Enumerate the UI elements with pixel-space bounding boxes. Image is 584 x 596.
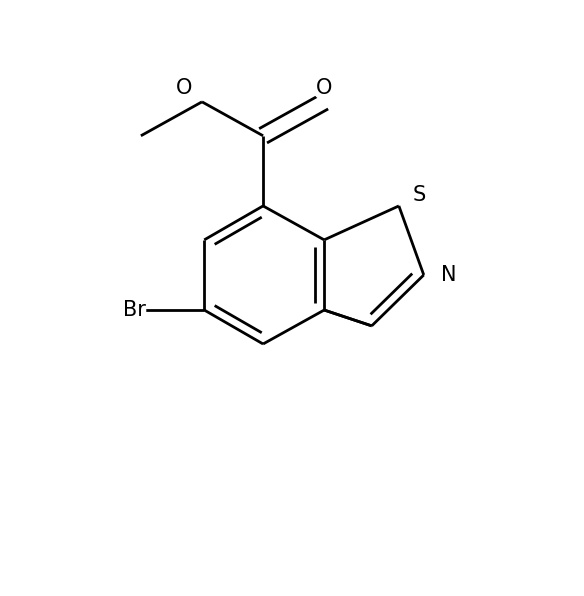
Text: O: O — [316, 78, 332, 98]
Text: Br: Br — [123, 300, 145, 320]
Text: O: O — [176, 78, 192, 98]
Text: N: N — [441, 265, 457, 285]
Text: S: S — [413, 185, 426, 204]
